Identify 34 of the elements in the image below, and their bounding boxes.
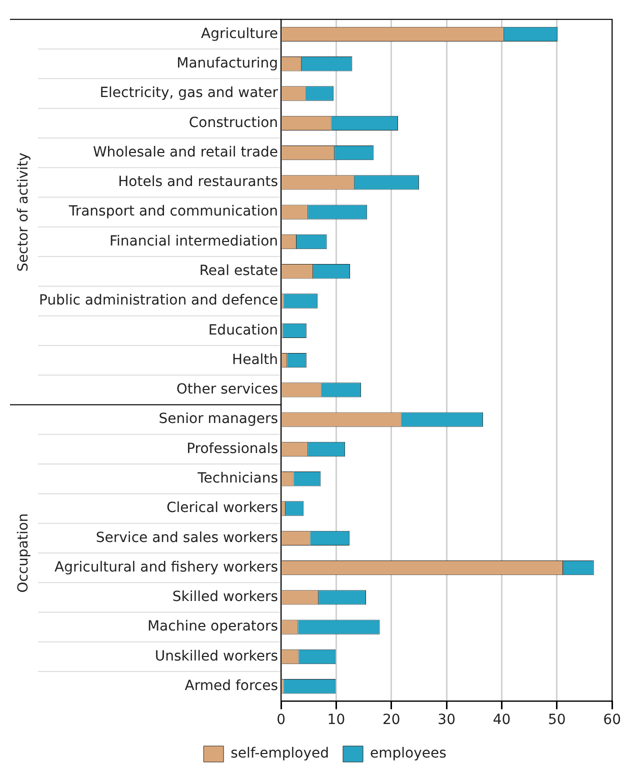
- y-tick-label: Health: [232, 352, 278, 368]
- y-tick-label: Hotels and restaurants: [118, 174, 278, 190]
- y-tick-label: Financial intermediation: [109, 233, 278, 250]
- y-tick-label: Technicians: [196, 470, 278, 487]
- y-tick-label: Real estate: [199, 263, 278, 280]
- y-tick-label: Skilled workers: [172, 589, 278, 606]
- y-tick-label: Professionals: [186, 440, 278, 457]
- y-tick-label: Clerical workers: [166, 500, 278, 516]
- text: Occupation: [16, 513, 32, 593]
- y-tick-label: Transport and communication: [68, 204, 278, 220]
- x-tick-label: 60: [603, 712, 622, 728]
- x-tick-label: 30: [438, 712, 456, 728]
- legend-label: employees: [370, 746, 446, 762]
- y-tick-label: Public administration and defence: [38, 292, 278, 309]
- y-tick-label: Agriculture: [201, 26, 278, 42]
- x-tick-label: 0: [276, 712, 286, 728]
- y-tick-label: Other services: [176, 382, 278, 398]
- y-tick-label: Unskilled workers: [154, 648, 278, 664]
- x-tick-label: 20: [382, 712, 400, 728]
- legend-label: self-employed: [230, 746, 329, 762]
- text: Sector of activity: [16, 152, 32, 272]
- y-tick-label: Agricultural and fishery workers: [54, 559, 278, 576]
- y-tick-label: Manufacturing: [176, 56, 278, 72]
- y-tick-label: Education: [208, 322, 278, 338]
- y-tick-label: Armed forces: [184, 678, 278, 694]
- y-tick-label: Senior managers: [158, 411, 278, 428]
- y-tick-label: Service and sales workers: [96, 530, 278, 546]
- x-tick-label: 40: [492, 712, 511, 728]
- y-tick-label: Electricity, gas and water: [100, 85, 278, 102]
- y-tick-label: Construction: [188, 114, 278, 131]
- x-tick-label: 10: [327, 712, 346, 728]
- x-tick-label: 50: [548, 712, 566, 728]
- y-tick-label: Wholesale and retail trade: [92, 144, 278, 160]
- y-tick-label: Machine operators: [147, 618, 278, 635]
